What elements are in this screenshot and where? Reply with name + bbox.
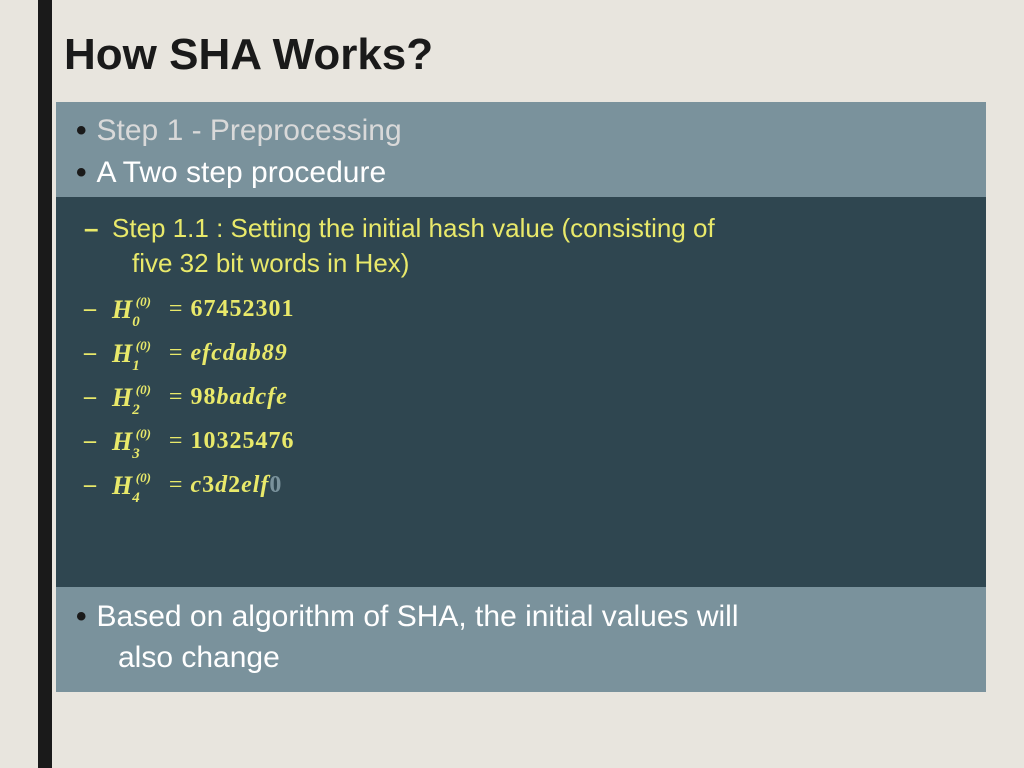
- hash-tail: 0: [269, 472, 282, 498]
- hash-h3: – H3(0) = 10325476: [84, 427, 958, 457]
- equals: =: [161, 472, 191, 500]
- hash-sub: 1: [132, 358, 140, 374]
- slide-title: How SHA Works?: [64, 30, 433, 80]
- hash-sub: 4: [132, 490, 140, 506]
- hash-val: 67452301: [190, 296, 294, 322]
- hash-sub: 2: [132, 402, 140, 418]
- hash-val: efcdab89: [190, 340, 287, 368]
- hash-var: H1(0): [112, 339, 161, 369]
- heading-line1: Step 1.1 : Setting the initial hash valu…: [112, 213, 715, 243]
- hash-h2: – H2(0) = 98badcfe: [84, 383, 958, 413]
- hash-sub: 0: [132, 314, 140, 330]
- detail-box: – Step 1.1 : Setting the initial hash va…: [56, 197, 986, 587]
- hash-h0: – H0(0) = 67452301: [84, 295, 958, 325]
- dash-icon: –: [84, 472, 112, 500]
- footer-line1: Based on algorithm of SHA, the initial v…: [97, 600, 739, 633]
- hash-h4: – H4(0) = c3d2elf0: [84, 471, 958, 501]
- bullet-step1: • Step 1 - Preprocessing: [56, 110, 986, 152]
- hash-h1: – H1(0) = efcdab89: [84, 339, 958, 369]
- hash-var: H3(0): [112, 427, 161, 457]
- dash-icon: –: [84, 384, 112, 412]
- substep-heading: – Step 1.1 : Setting the initial hash va…: [84, 211, 958, 281]
- heading-line2: five 32 bit words in Hex): [112, 246, 715, 281]
- dash-icon: –: [84, 340, 112, 368]
- hash-sup: (0): [136, 470, 151, 485]
- hash-sup: (0): [136, 294, 151, 309]
- bullet-dot: •: [76, 600, 87, 633]
- bullet-two-step: • A Two step procedure: [56, 152, 986, 194]
- bullet-dot: •: [76, 156, 87, 189]
- hash-sup: (0): [136, 338, 151, 353]
- bullet-text: Step 1 - Preprocessing: [97, 114, 402, 147]
- dash-icon: –: [84, 211, 112, 246]
- footer-box: • Based on algorithm of SHA, the initial …: [56, 587, 986, 692]
- hash-sup: (0): [136, 426, 151, 441]
- bullet-footer: • Based on algorithm of SHA, the initial …: [56, 597, 986, 678]
- equals: =: [161, 384, 191, 412]
- footer-line2: also change: [76, 638, 986, 679]
- bullet-dot: •: [76, 114, 87, 147]
- bullet-text: A Two step procedure: [97, 156, 387, 189]
- hash-var: H0(0): [112, 295, 161, 325]
- equals: =: [161, 296, 191, 324]
- equals: =: [161, 428, 191, 456]
- hash-sub: 3: [132, 446, 140, 462]
- substep-text: Step 1.1 : Setting the initial hash valu…: [112, 211, 715, 281]
- hash-var: H2(0): [112, 383, 161, 413]
- dash-icon: –: [84, 296, 112, 324]
- accent-stripe: [38, 0, 52, 768]
- dash-icon: –: [84, 428, 112, 456]
- equals: =: [161, 340, 191, 368]
- hash-var: H4(0): [112, 471, 161, 501]
- hash-sup: (0): [136, 382, 151, 397]
- hash-val: 10325476: [190, 428, 294, 454]
- intro-box: • Step 1 - Preprocessing • A Two step proc…: [56, 102, 986, 204]
